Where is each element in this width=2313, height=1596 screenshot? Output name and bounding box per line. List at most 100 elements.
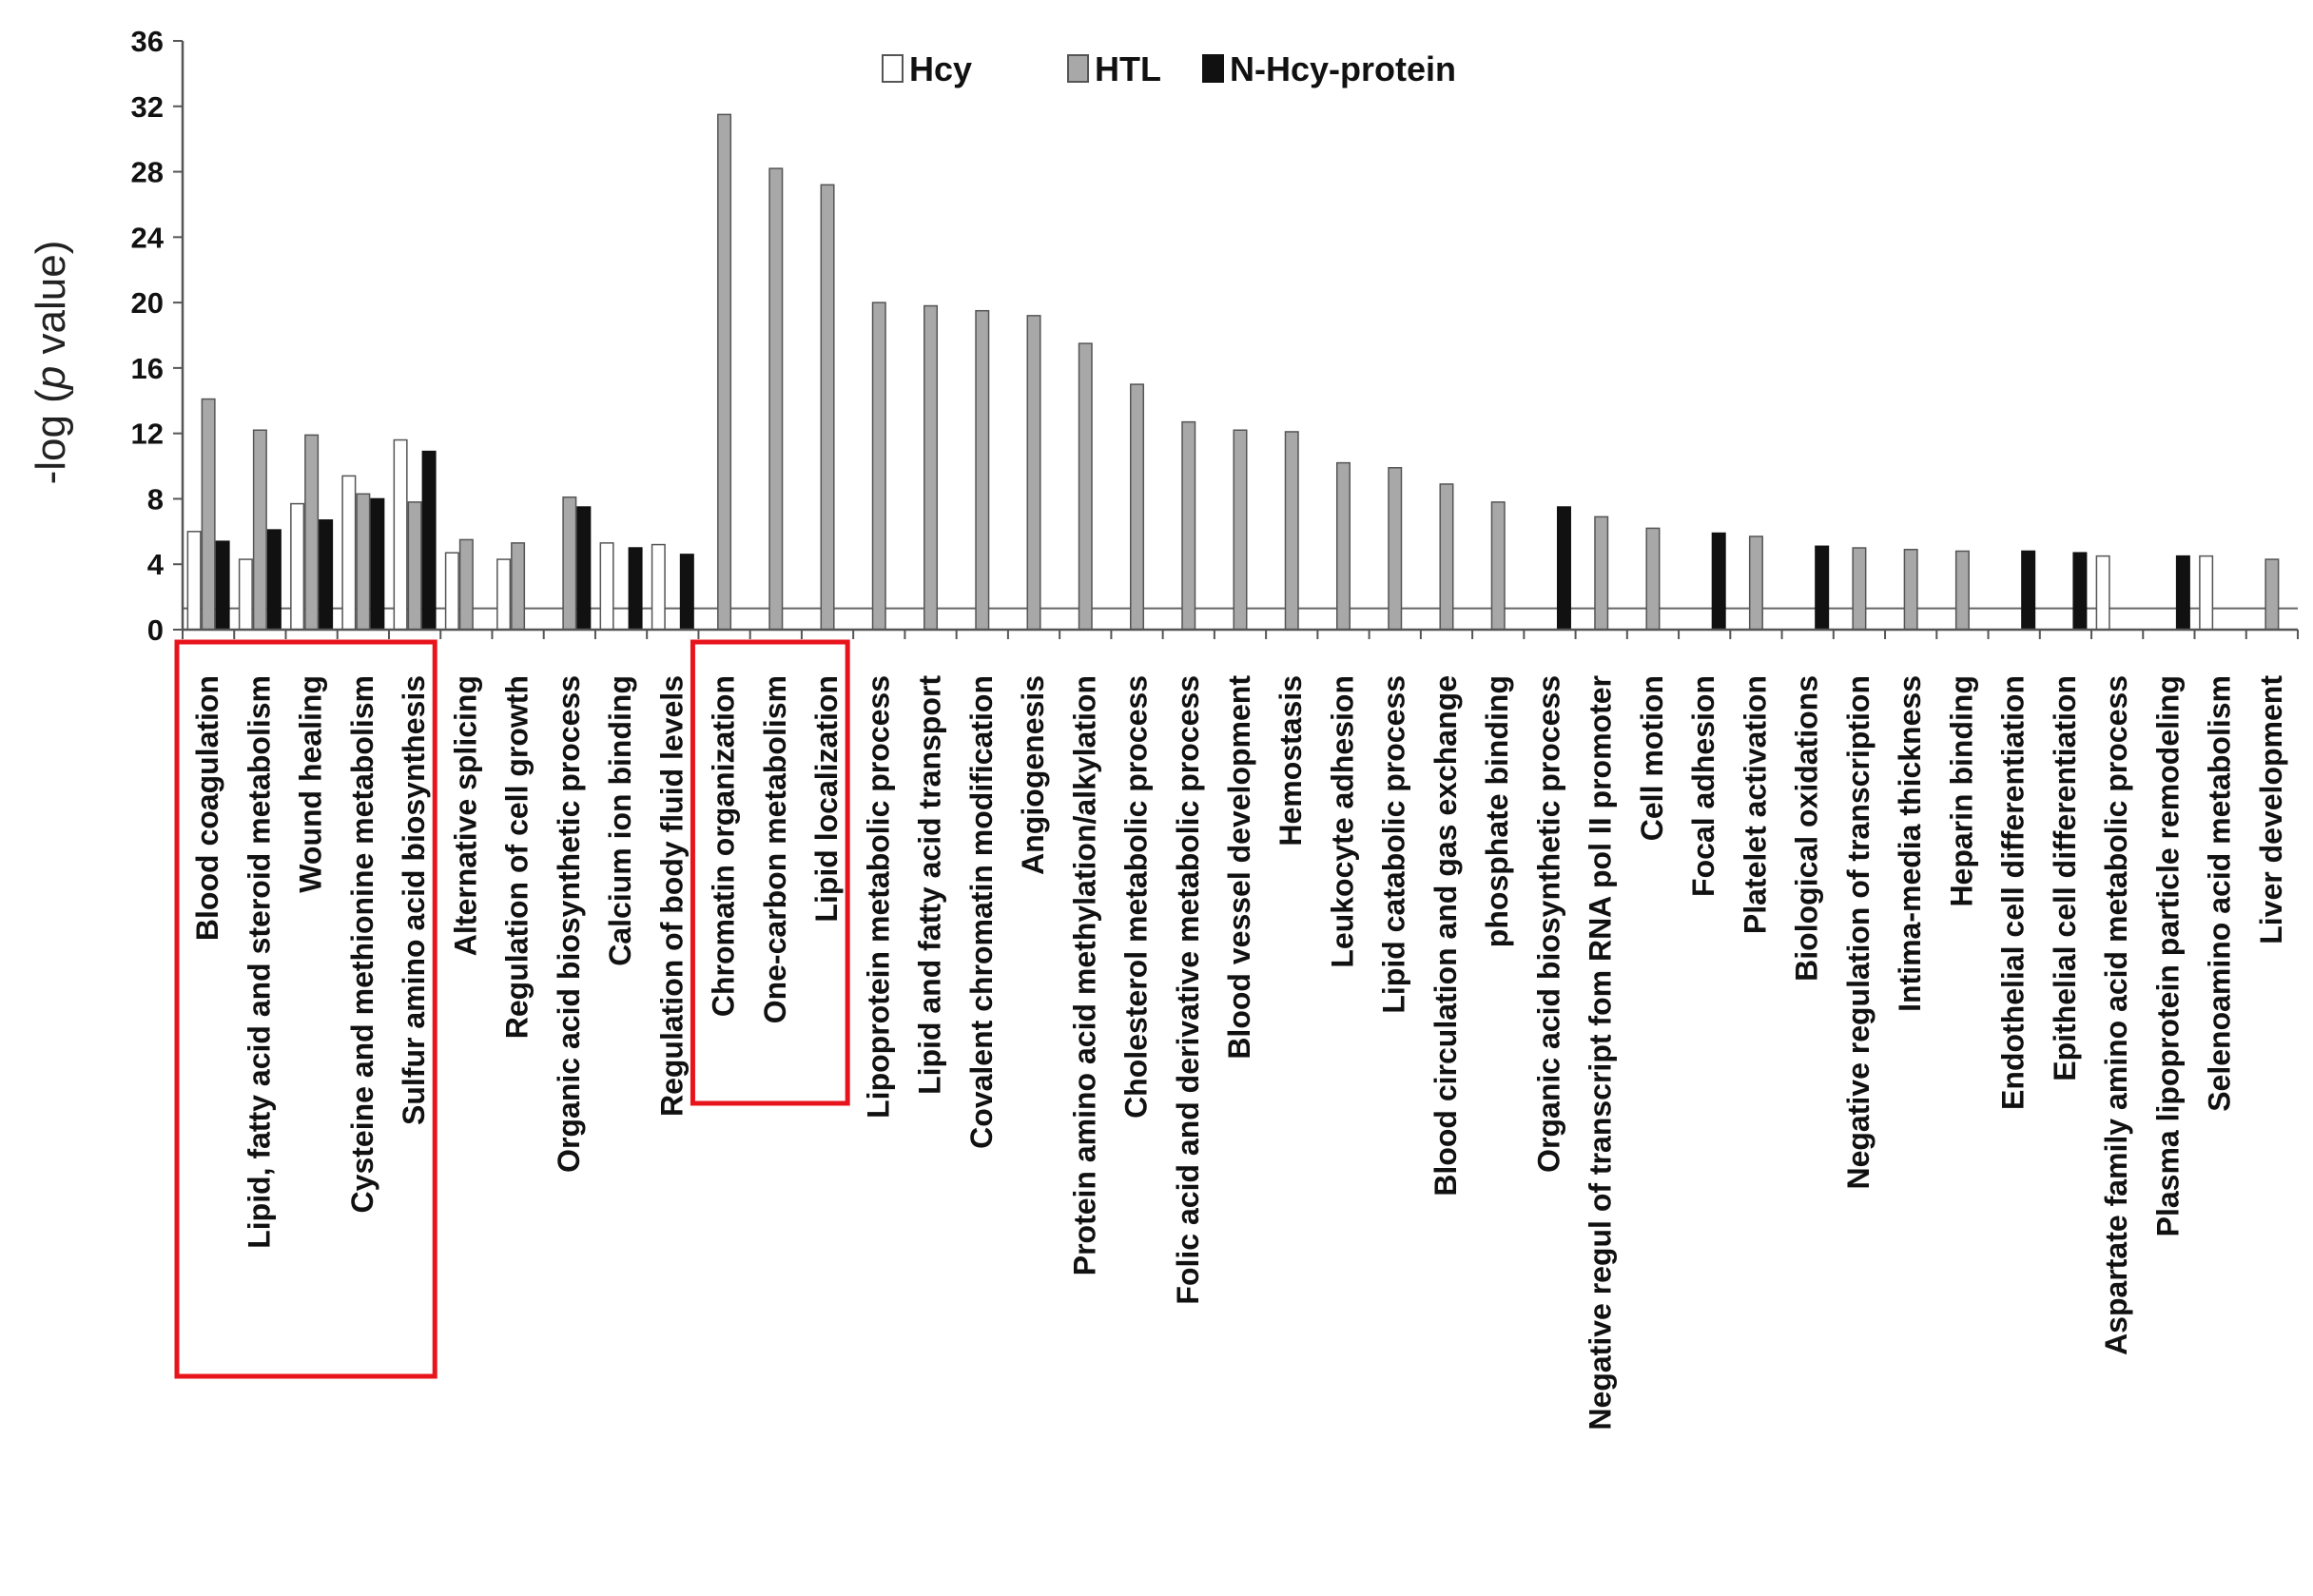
bar-n-hcy-protein-9 — [679, 554, 694, 631]
y-tick-label: 16 — [131, 352, 164, 385]
category-label: Organic acid biosynthetic process — [1531, 675, 1565, 1173]
category-label: One-carbon metabolism — [758, 675, 792, 1023]
highlight-box — [174, 639, 437, 1379]
axes — [173, 40, 2299, 639]
bar-htl-18 — [1130, 383, 1145, 631]
y-tick-label: 0 — [147, 613, 164, 647]
category-label: Lipid catabolic process — [1377, 675, 1411, 1014]
category-label: Covalent chromatin modification — [964, 675, 999, 1149]
bar-htl-12 — [820, 184, 835, 631]
bar-htl-6 — [511, 542, 526, 631]
bar-htl-17 — [1078, 342, 1093, 631]
y-tick-label: 32 — [131, 90, 164, 124]
category-label: Protein amino acid methylation/alkylatio… — [1067, 675, 1101, 1275]
legend-label-n-hcy-protein: N-Hcy-protein — [1230, 49, 1456, 88]
bar-htl-3 — [356, 493, 371, 631]
y-tick-labels: 0 4 8 12 16 20 24 28 32 36 — [131, 25, 165, 647]
category-label: Negative regul of transcript fom RNA pol… — [1584, 675, 1618, 1431]
bar-hcy-9 — [651, 543, 666, 631]
category-label: phosphate binding — [1480, 675, 1514, 947]
legend-label-htl: HTL — [1095, 49, 1161, 88]
category-label: Leukocyte adhesion — [1325, 675, 1359, 968]
category-label: Regulation of cell growth — [500, 675, 535, 1039]
y-tick-label: 4 — [147, 548, 165, 581]
bar-htl-15 — [975, 309, 990, 631]
y-tick-label: 24 — [131, 221, 165, 254]
bar-n-hcy-protein-3 — [370, 497, 385, 631]
highlight-boxes — [174, 639, 850, 1379]
bar-htl-0 — [201, 398, 216, 631]
category-label: Regulation of body fluid levels — [654, 675, 689, 1117]
bar-hcy-3 — [341, 475, 357, 631]
bar-htl-20 — [1233, 429, 1248, 631]
category-label: Lipid, fatty acid and steroid metabolism — [242, 675, 276, 1249]
bar-hcy-1 — [238, 558, 253, 631]
bar-htl-19 — [1181, 420, 1196, 631]
legend-swatch-hcy — [882, 54, 904, 83]
bar-htl-14 — [923, 304, 939, 631]
bar-n-hcy-protein-29 — [1711, 532, 1726, 631]
bar-hcy-39 — [2199, 555, 2214, 631]
y-tick-label: 36 — [131, 25, 164, 58]
bar-htl-27 — [1594, 516, 1609, 631]
bar-htl-11 — [768, 167, 784, 631]
category-label: Hemostasis — [1273, 675, 1308, 847]
bar-n-hcy-protein-1 — [266, 529, 282, 631]
bar-htl-33 — [1903, 548, 1918, 631]
category-label: Wound healing — [294, 675, 328, 893]
bar-n-hcy-protein-26 — [1556, 506, 1571, 631]
bar-hcy-5 — [444, 552, 459, 631]
bar-htl-24 — [1439, 483, 1454, 631]
category-label: Liver development — [2254, 675, 2288, 944]
bar-n-hcy-protein-0 — [215, 540, 230, 631]
category-label: Lipoprotein metabolic process — [861, 675, 895, 1119]
bar-hcy-2 — [290, 502, 305, 631]
category-label: Angiogenesis — [1016, 675, 1050, 875]
bar-htl-5 — [458, 538, 474, 631]
highlight-box — [690, 639, 850, 1106]
category-label: Organic acid biosynthetic process — [552, 675, 586, 1173]
bar-n-hcy-protein-8 — [628, 547, 643, 631]
category-label: Lipid and fatty acid transport — [913, 675, 947, 1095]
legend-label-hcy: Hcy — [909, 49, 972, 88]
y-axis-label: -log (p value) — [28, 241, 74, 485]
bar-hcy-4 — [393, 438, 408, 631]
category-label: Focal adhesion — [1686, 675, 1720, 897]
bar-hcy-0 — [186, 531, 202, 631]
category-label: Lipid localization — [809, 675, 844, 923]
category-label: Folic acid and derivative metabolic proc… — [1171, 675, 1205, 1305]
category-label: Alternative splicing — [448, 675, 482, 956]
bars — [186, 113, 2280, 631]
category-label: Intima-media thickness — [1893, 675, 1927, 1012]
category-label: Blood coagulation — [190, 675, 224, 941]
y-tick-label: 12 — [131, 418, 164, 451]
bar-htl-23 — [1388, 467, 1403, 631]
legend: Hcy HTL N-Hcy-protein — [882, 49, 1456, 88]
bar-n-hcy-protein-36 — [2072, 552, 2088, 631]
category-label: Selenoamino acid metabolism — [2203, 675, 2237, 1112]
bar-htl-16 — [1026, 315, 1041, 631]
category-label: Calcium ion binding — [603, 675, 637, 966]
bar-n-hcy-protein-31 — [1815, 545, 1830, 631]
bar-hcy-37 — [2095, 555, 2110, 631]
bar-n-hcy-protein-7 — [576, 506, 592, 631]
bar-htl-7 — [562, 496, 577, 631]
legend-swatch-htl — [1067, 54, 1089, 83]
bar-htl-25 — [1490, 501, 1506, 631]
category-label: Chromatin organization — [707, 675, 741, 1017]
y-tick-label: 20 — [131, 286, 164, 320]
category-label: Aspartate family amino acid metabolic pr… — [2099, 675, 2133, 1355]
category-label: Blood vessel development — [1222, 675, 1256, 1060]
bar-n-hcy-protein-38 — [2175, 555, 2190, 631]
category-label: Cell motion — [1635, 675, 1669, 841]
bar-htl-34 — [1954, 550, 1970, 631]
category-label: Cysteine and methionine metabolism — [345, 675, 379, 1213]
category-label: Endothelial cell differentiation — [1996, 675, 2031, 1110]
category-labels: Blood coagulation Lipid, fatty acid and s… — [190, 675, 2288, 1431]
bar-htl-32 — [1852, 547, 1867, 631]
category-label: Plasma lipoprotein particle remodeling — [2150, 675, 2185, 1236]
bar-htl-13 — [871, 302, 886, 631]
bar-htl-4 — [407, 501, 422, 631]
category-label: Sulfur amino acid biosynthesis — [397, 675, 431, 1125]
